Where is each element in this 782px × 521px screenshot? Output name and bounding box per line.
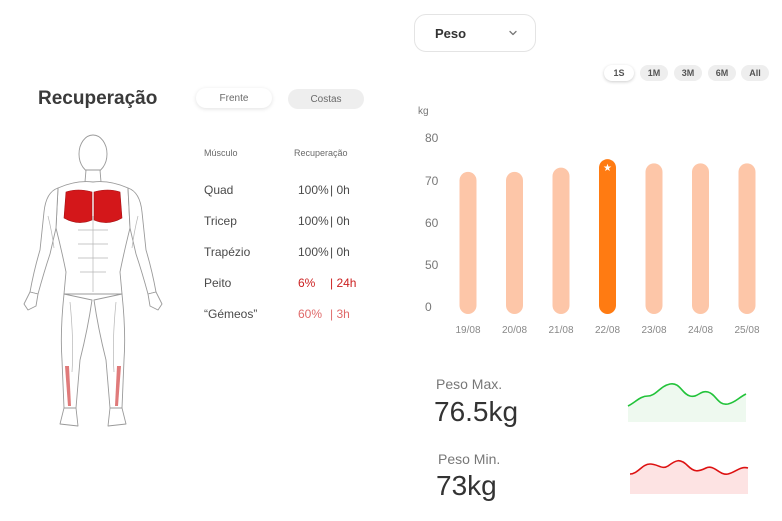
recovery-percent: 100% bbox=[298, 245, 329, 259]
range-1m[interactable]: 1M bbox=[640, 65, 668, 81]
chevron-down-icon bbox=[509, 30, 517, 36]
body-figure bbox=[23, 134, 163, 427]
y-tick-label: 0 bbox=[425, 300, 432, 314]
range-6m[interactable]: 6M bbox=[708, 65, 736, 81]
recovery-row[interactable]: Trapézio 100% | 0h bbox=[204, 245, 384, 261]
x-tick-label: 22/08 bbox=[595, 325, 620, 336]
bar-24-08 bbox=[692, 163, 709, 314]
recovery-row[interactable]: Tricep 100% | 0h bbox=[204, 214, 384, 230]
recovery-time: | 0h bbox=[330, 245, 350, 259]
range-all[interactable]: All bbox=[741, 65, 769, 81]
muscle-header: Músculo bbox=[204, 148, 238, 158]
recovery-row[interactable]: Peito 6% | 24h bbox=[204, 276, 384, 292]
bar-19-08 bbox=[459, 171, 477, 314]
recovery-row[interactable]: Quad 100% | 0h bbox=[204, 183, 384, 199]
muscle-name: Trapézio bbox=[204, 245, 251, 259]
y-tick-label: 80 bbox=[425, 131, 439, 145]
bar-20-08 bbox=[506, 171, 523, 314]
y-tick-label: 50 bbox=[425, 258, 439, 272]
max-weight-label: Peso Max. bbox=[436, 376, 503, 392]
muscle-name: “Gémeos” bbox=[204, 307, 258, 321]
muscle-name: Peito bbox=[204, 276, 232, 290]
recovery-time: | 0h bbox=[330, 214, 350, 228]
x-tick-label: 20/08 bbox=[502, 325, 527, 336]
metric-select[interactable]: Peso bbox=[414, 14, 536, 52]
recovery-percent: 100% bbox=[298, 183, 329, 197]
range-3m[interactable]: 3M bbox=[674, 65, 702, 81]
back-toggle[interactable]: Costas bbox=[288, 89, 364, 109]
x-tick-label: 21/08 bbox=[548, 325, 573, 336]
weight-chart: kg 80 70 60 50 0 19/08 20/08 21/08 22/08 ★ 23/08 24/… bbox=[418, 106, 760, 336]
x-tick-label: 23/08 bbox=[641, 325, 666, 336]
recovery-time: | 24h bbox=[330, 276, 357, 290]
x-tick-label: 25/08 bbox=[734, 325, 759, 336]
recovery-header: Recuperação bbox=[294, 148, 348, 158]
recovery-row[interactable]: “Gémeos” 60% | 3h bbox=[204, 307, 384, 323]
y-tick-label: 70 bbox=[425, 174, 439, 188]
recovery-percent: 100% bbox=[298, 214, 329, 228]
bar-25-08 bbox=[738, 163, 756, 314]
range-1s[interactable]: 1S bbox=[604, 65, 634, 81]
recovery-time: | 3h bbox=[330, 307, 350, 321]
bar-22-08 bbox=[599, 159, 616, 314]
recovery-percent: 6% bbox=[298, 276, 316, 290]
x-tick-label: 19/08 bbox=[455, 325, 480, 336]
min-weight-label: Peso Min. bbox=[438, 451, 501, 467]
recovery-title: Recuperação bbox=[38, 88, 158, 109]
max-weight-sparkline bbox=[627, 383, 747, 422]
y-axis-label: kg bbox=[418, 106, 429, 117]
x-tick-label: 24/08 bbox=[688, 325, 713, 336]
bar-23-08 bbox=[645, 163, 663, 314]
muscle-name: Quad bbox=[204, 183, 234, 197]
bar-21-08 bbox=[552, 167, 570, 314]
min-weight-value: 73kg bbox=[436, 470, 497, 501]
recovery-percent: 60% bbox=[298, 307, 323, 321]
front-toggle[interactable]: Frente bbox=[196, 88, 272, 108]
muscle-name: Tricep bbox=[204, 214, 237, 228]
recovery-time: | 0h bbox=[330, 183, 350, 197]
star-icon: ★ bbox=[603, 163, 612, 174]
min-weight-sparkline bbox=[629, 459, 749, 494]
metric-select-value: Peso bbox=[435, 26, 467, 41]
y-tick-label: 60 bbox=[425, 216, 439, 230]
max-weight-value: 76.5kg bbox=[434, 396, 519, 427]
